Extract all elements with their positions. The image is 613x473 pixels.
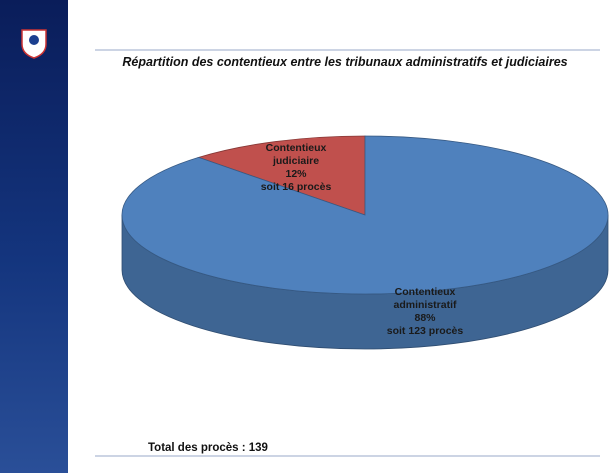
pie-slice <box>197 135 366 216</box>
sidebar <box>0 0 68 473</box>
pie-slice <box>121 135 609 295</box>
chart-title: Répartition des contentieux entre les tr… <box>122 55 568 69</box>
slice-label: Contentieux judiciaire 12% soit 16 procès <box>246 142 346 194</box>
value-label: 12% <box>285 168 307 180</box>
logo <box>21 29 47 59</box>
category-label: Contentieux administratif <box>393 286 457 311</box>
slice-label: Contentieux administratif 88% soit 123 pro… <box>380 286 470 338</box>
footer: Total des procès : 139 <box>148 442 268 454</box>
value-label: 88% <box>414 312 436 324</box>
category-label: Contentieux judiciaire <box>265 142 327 167</box>
annotation: soit 16 procès <box>260 181 332 193</box>
annotation: soit 123 procès <box>386 325 464 337</box>
